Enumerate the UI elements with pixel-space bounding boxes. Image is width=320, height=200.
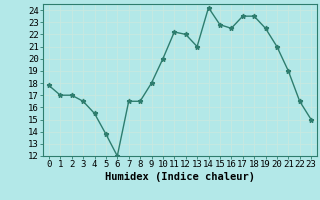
X-axis label: Humidex (Indice chaleur): Humidex (Indice chaleur) — [105, 172, 255, 182]
